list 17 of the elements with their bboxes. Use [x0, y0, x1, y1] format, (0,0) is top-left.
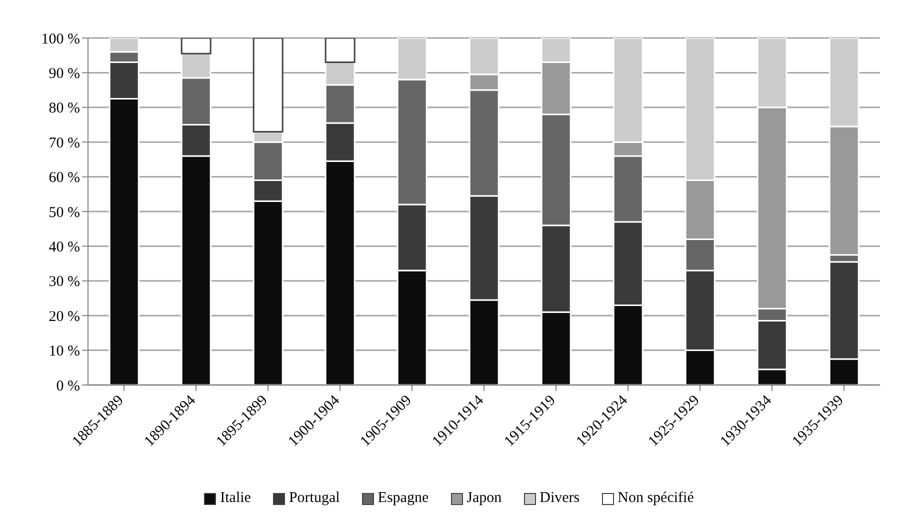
- legend-label: Japon: [466, 490, 502, 507]
- y-tick-label: 20 %: [48, 308, 80, 325]
- y-tick-label: 60 %: [48, 170, 80, 186]
- y-tick-label: 90 %: [48, 66, 80, 82]
- y-tick-label: 50 %: [48, 204, 80, 221]
- legend-label: Non spécifié: [618, 490, 694, 507]
- y-tick-label: 30 %: [48, 274, 80, 290]
- y-tick-label: 0 %: [56, 378, 80, 394]
- y-tick-label: 40 %: [48, 240, 80, 256]
- y-tick-label: 100 %: [41, 31, 80, 48]
- legend-label: Divers: [540, 490, 580, 507]
- legend-label: Italie: [220, 490, 251, 507]
- y-tick-label: 70 %: [48, 135, 80, 152]
- legend-label: Espagne: [378, 490, 429, 507]
- y-tick-label: 80 %: [48, 100, 80, 117]
- legend-label: Portugal: [288, 490, 340, 507]
- y-tick-label: 10 %: [48, 344, 80, 360]
